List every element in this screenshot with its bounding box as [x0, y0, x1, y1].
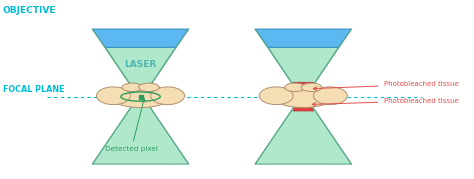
Polygon shape — [92, 29, 189, 47]
Polygon shape — [92, 97, 189, 164]
Ellipse shape — [313, 87, 347, 105]
Polygon shape — [255, 97, 351, 164]
Ellipse shape — [301, 83, 322, 91]
Ellipse shape — [259, 87, 293, 105]
Polygon shape — [255, 29, 351, 47]
Polygon shape — [268, 47, 338, 97]
Text: Detected pixel: Detected pixel — [105, 99, 158, 152]
Polygon shape — [105, 47, 176, 97]
Text: LASER: LASER — [124, 60, 156, 69]
Ellipse shape — [285, 83, 305, 91]
Ellipse shape — [151, 87, 184, 105]
Polygon shape — [293, 97, 313, 111]
Text: FOCAL PLANE: FOCAL PLANE — [3, 85, 64, 94]
Ellipse shape — [110, 86, 171, 108]
Text: Photobleached tissue: Photobleached tissue — [313, 81, 458, 90]
Ellipse shape — [138, 83, 159, 91]
Polygon shape — [293, 82, 313, 97]
Text: OBJECTIVE: OBJECTIVE — [3, 6, 56, 15]
Ellipse shape — [122, 83, 143, 91]
Text: Photobleached tissue: Photobleached tissue — [312, 98, 458, 106]
Ellipse shape — [273, 86, 333, 108]
Ellipse shape — [97, 87, 130, 105]
